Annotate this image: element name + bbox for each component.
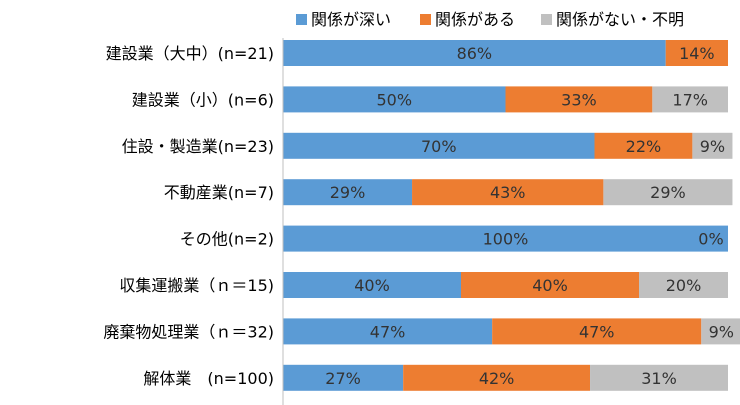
bar-segment — [590, 364, 728, 391]
data-label: 50% — [376, 90, 412, 109]
data-label: 47% — [579, 322, 615, 341]
bar-segment — [461, 272, 639, 298]
bar-segment — [639, 272, 728, 298]
legend: 関係が深い 関係がある 関係がない・不明 — [296, 10, 684, 29]
bar-segment — [594, 132, 693, 159]
bar-segment — [652, 86, 728, 113]
bar-segment — [283, 132, 595, 159]
data-label: 86% — [457, 44, 493, 63]
legend-item-1: 関係がある — [420, 10, 515, 29]
category-label: 収集運搬業（ｎ＝15) — [119, 276, 274, 295]
data-label: 40% — [354, 276, 390, 295]
bar-row: 27% 42% 31% — [283, 364, 728, 391]
data-label: 22% — [626, 137, 662, 156]
category-label: 住設・製造業(n=23) — [122, 137, 274, 156]
data-label: 42% — [479, 369, 515, 388]
legend-swatch — [296, 14, 307, 25]
data-label: 27% — [325, 369, 361, 388]
bar-segment — [283, 40, 666, 66]
data-label: 47% — [370, 322, 406, 341]
bar-segment — [283, 318, 493, 345]
legend-item-2: 関係がない・不明 — [541, 10, 684, 29]
data-label: 43% — [490, 183, 526, 202]
bar-segment — [283, 225, 728, 252]
bar-segment — [701, 318, 740, 345]
data-label: 33% — [561, 90, 597, 109]
data-label: 9% — [700, 137, 725, 156]
category-label: 建設業（大中）(n=21) — [106, 44, 274, 63]
legend-item-0: 関係が深い — [296, 10, 391, 29]
legend-swatch — [420, 14, 431, 25]
legend-swatch — [541, 14, 552, 25]
category-label: 解体業 (n=100) — [143, 369, 274, 388]
legend-label: 関係がある — [435, 10, 515, 29]
data-label: 14% — [679, 44, 715, 63]
category-label: 不動産業(n=7) — [164, 183, 274, 202]
bar-segment — [492, 318, 702, 345]
y-axis-labels: 建設業（大中）(n=21) 建設業（小）(n=6) 住設・製造業(n=23) 不動産業… — [103, 44, 274, 388]
data-label: 29% — [650, 183, 686, 202]
data-label: 29% — [330, 183, 366, 202]
bar-segment — [412, 179, 604, 206]
bar-segment — [692, 132, 733, 159]
bar-row: 100% 0% — [283, 225, 728, 252]
bar-segment — [283, 364, 404, 391]
category-label: その他(n=2) — [180, 230, 274, 249]
bar-row: 40% 40% 20% — [283, 272, 728, 298]
bar-segment — [283, 179, 413, 206]
bar-row: 47% 47% 9% — [283, 318, 740, 345]
data-label: 17% — [672, 90, 708, 109]
category-label: 建設業（小）(n=6) — [132, 90, 274, 109]
data-label: 31% — [641, 369, 677, 388]
data-label: 9% — [709, 322, 734, 341]
bar-segment — [283, 272, 461, 298]
bar-row: 29% 43% 29% — [283, 179, 733, 206]
data-label: 40% — [532, 276, 568, 295]
data-label: 20% — [666, 276, 702, 295]
category-label: 廃棄物処理業（ｎ＝32) — [103, 322, 274, 341]
data-label: 100% — [483, 230, 529, 249]
data-label: 0% — [698, 230, 723, 249]
bar-segment — [603, 179, 733, 206]
legend-label: 関係が深い — [311, 10, 391, 29]
bar-row: 70% 22% 9% — [283, 132, 733, 159]
bar-segment — [665, 40, 728, 66]
bar-segment — [403, 364, 591, 391]
bars: 86% 14% 50% 33% 17% 70% 22% 9% 29% 43% 29% 100% 0% 40… — [283, 40, 740, 391]
bar-segment — [505, 86, 653, 113]
bar-row: 50% 33% 17% — [283, 86, 728, 113]
data-label: 70% — [421, 137, 457, 156]
bar-row: 86% 14% — [283, 40, 728, 66]
legend-label: 関係がない・不明 — [556, 10, 684, 29]
bar-segment — [283, 86, 506, 113]
